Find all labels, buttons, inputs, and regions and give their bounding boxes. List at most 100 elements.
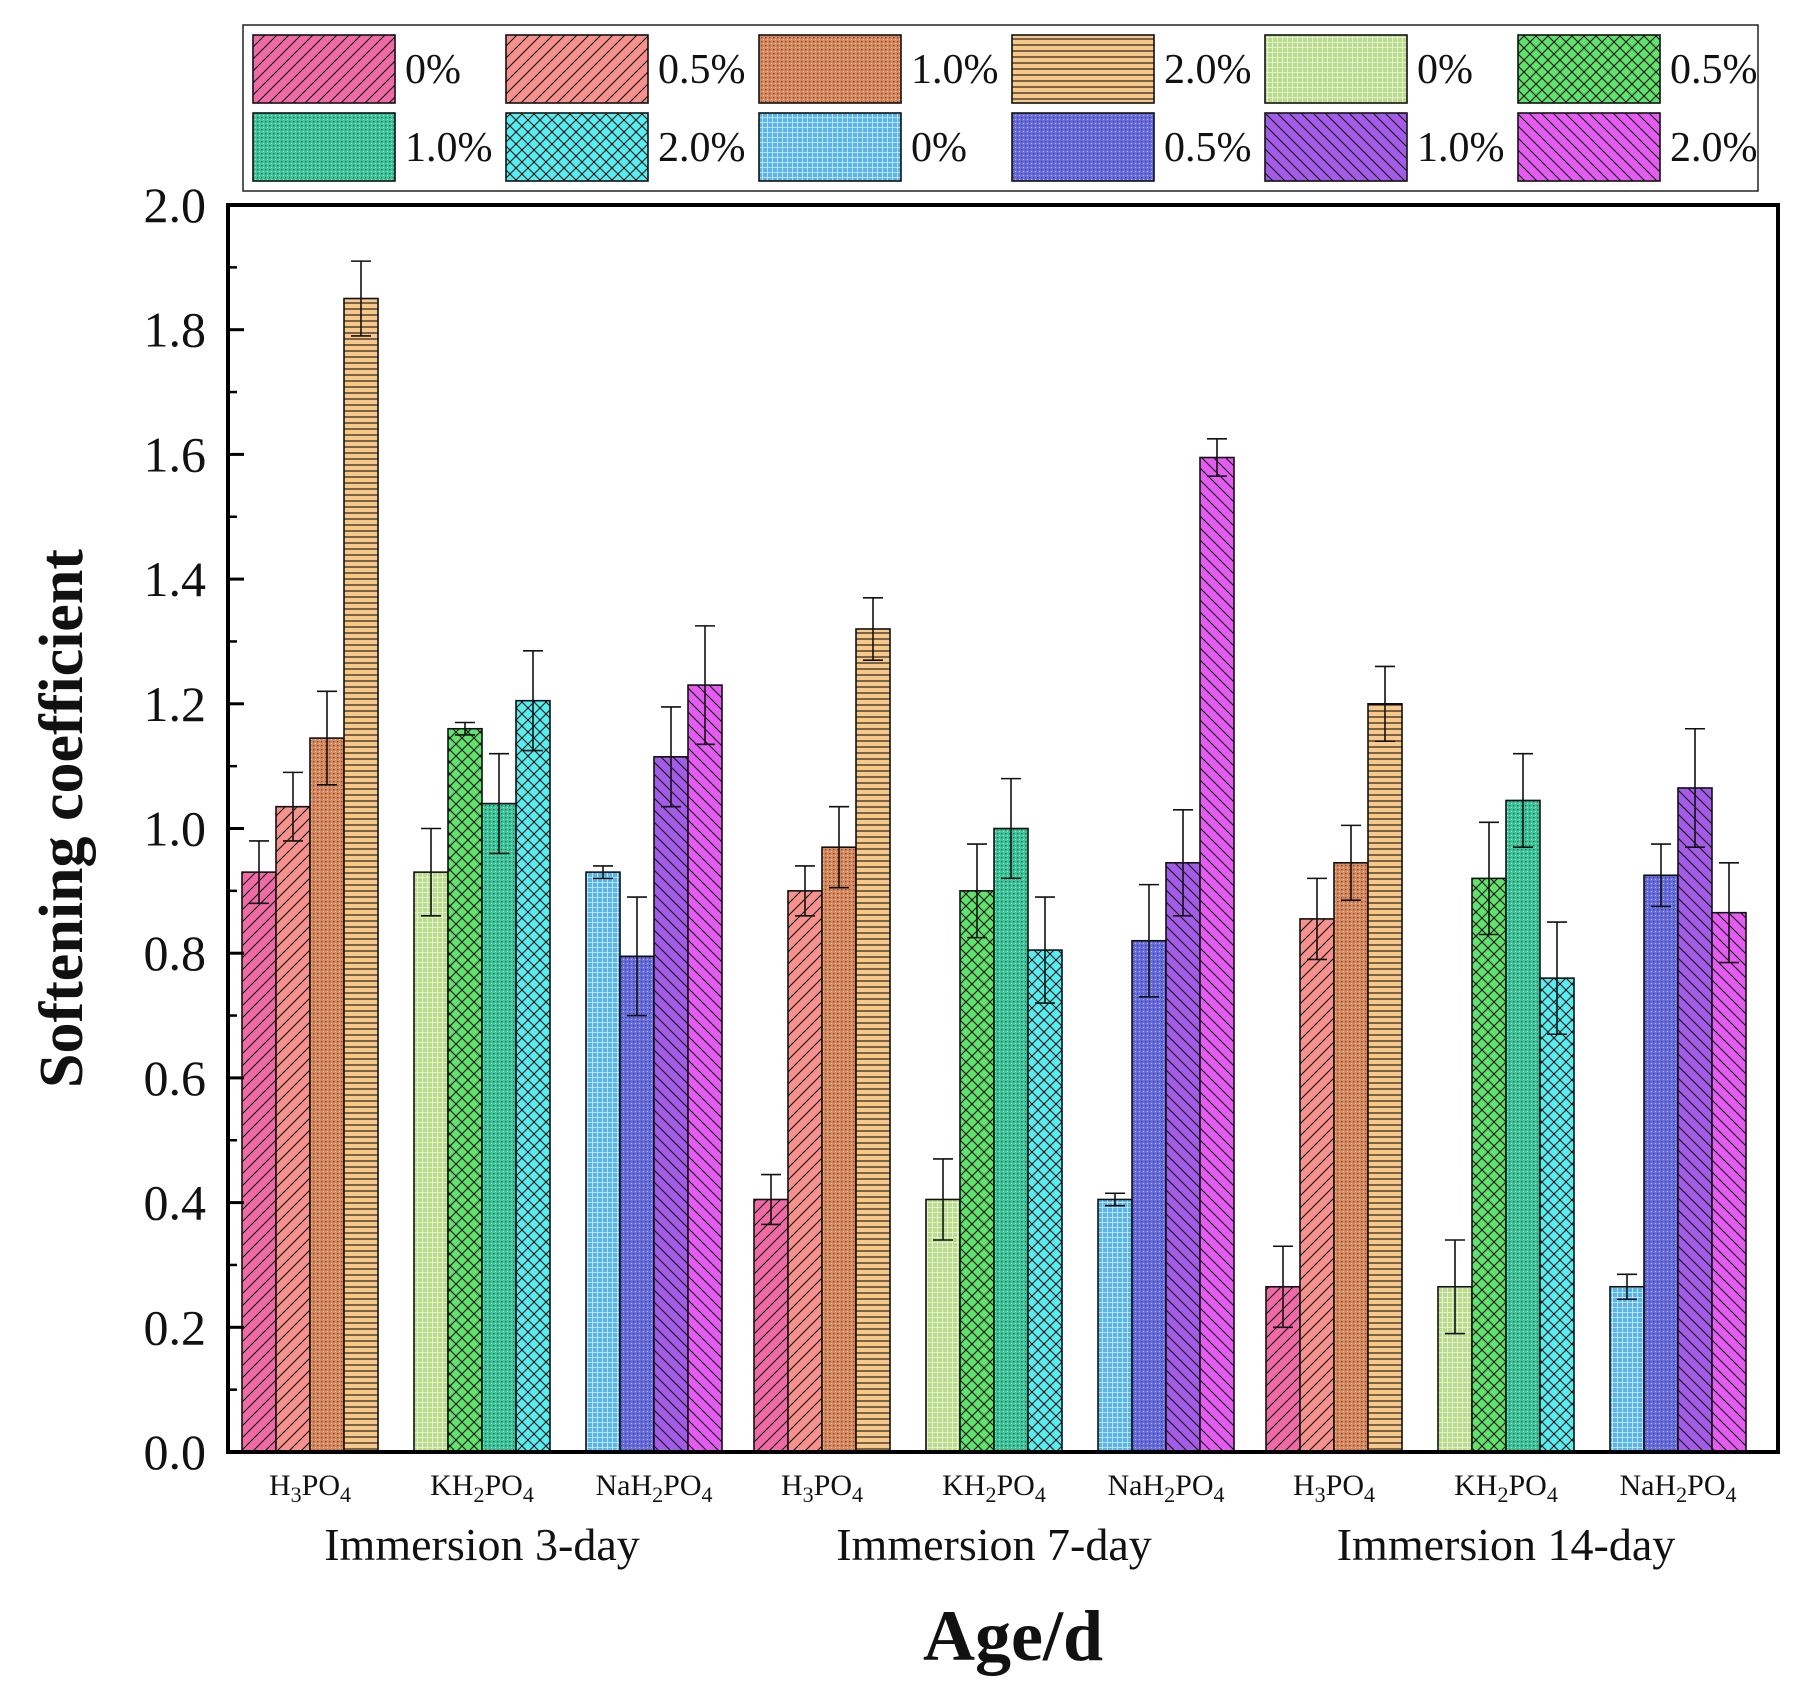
error-bar-1-KH2PO4-1: [421, 827, 441, 917]
bar-2-KH2PO4-2: [959, 890, 995, 1453]
error-bar-3-KH2PO4-1: [1445, 1239, 1465, 1335]
legend-swatch-5: [1264, 34, 1408, 104]
cluster-label-1-H3PO4: H3PO4: [269, 1469, 351, 1507]
legend-swatch-2: [505, 34, 649, 104]
bar-1-H3PO4-3: [309, 737, 345, 1453]
legend-swatch-9: [758, 112, 902, 182]
bar-2-H3PO4-1: [753, 1198, 789, 1453]
legend-label-1: 0%: [405, 47, 461, 93]
error-bar-1-H3PO4-1: [249, 840, 269, 905]
error-bar-2-NaH2PO4-2: [1139, 883, 1159, 998]
bar-3-NaH2PO4-4: [1711, 911, 1747, 1453]
bar-2-H3PO4-2: [787, 890, 823, 1453]
legend-label-5: 0%: [1417, 47, 1473, 93]
bars: [241, 260, 1747, 1453]
bar-3-KH2PO4-4: [1539, 977, 1575, 1453]
y-tick-label-3: 0.6: [144, 1050, 207, 1106]
error-bar-2-H3PO4-1: [761, 1173, 781, 1226]
legend-label-7: 1.0%: [405, 125, 493, 171]
legend-label-9: 0%: [911, 125, 967, 171]
legend-label-8: 2.0%: [658, 125, 746, 171]
legend-box: [242, 24, 1759, 192]
bar-3-KH2PO4-2: [1471, 877, 1507, 1453]
bar-2-NaH2PO4-1: [1097, 1198, 1133, 1453]
period-label-3: Immersion 14-day: [1337, 1519, 1676, 1570]
y-tick-label-1: 0.2: [144, 1299, 207, 1355]
bar-3-H3PO4-2: [1299, 918, 1335, 1453]
error-bar-2-KH2PO4-1: [933, 1158, 953, 1241]
legend-label-10: 0.5%: [1164, 125, 1252, 171]
legend-swatch-8: [505, 112, 649, 182]
y-tick-label-2: 0.4: [144, 1175, 207, 1231]
bar-1-NaH2PO4-2: [619, 955, 655, 1453]
error-bar-3-NaH2PO4-4: [1719, 861, 1739, 964]
error-bar-1-NaH2PO4-2: [627, 896, 647, 1017]
x-axis-title: Age/d: [923, 1596, 1103, 1676]
legend-swatch-4: [1011, 34, 1155, 104]
axes: 0.0 0.2 0.4 0.6 0.8 1.0 1.2 1.4 1.6 1.8 2.0: [144, 177, 1780, 1480]
bar-1-KH2PO4-4: [515, 699, 551, 1453]
cluster-label-2-H3PO4: H3PO4: [781, 1469, 863, 1507]
bar-1-KH2PO4-2: [447, 727, 483, 1453]
y-tick-label-10: 2.0: [144, 177, 207, 233]
error-bar-2-NaH2PO4-1: [1105, 1192, 1125, 1207]
bar-3-NaH2PO4-1: [1609, 1285, 1645, 1453]
error-bar-1-H3PO4-4: [351, 260, 371, 337]
error-bar-3-H3PO4-4: [1375, 665, 1395, 743]
bar-1-NaH2PO4-1: [585, 871, 621, 1453]
legend-label-11: 1.0%: [1417, 125, 1505, 171]
bar-2-NaH2PO4-4: [1199, 456, 1235, 1453]
y-tick-label-0: 0.0: [144, 1424, 207, 1480]
error-bar-1-KH2PO4-2: [455, 721, 475, 736]
y-axis-title: Softening coefficient: [28, 549, 96, 1088]
y-tick-label-5: 1.0: [144, 801, 207, 857]
y-tick-label-7: 1.4: [144, 551, 207, 607]
bar-2-NaH2PO4-2: [1131, 939, 1167, 1453]
bar-3-NaH2PO4-2: [1643, 874, 1679, 1453]
error-bar-1-H3PO4-2: [283, 771, 303, 842]
legend-label-4: 2.0%: [1164, 47, 1252, 93]
y-tick-label-4: 0.8: [144, 925, 207, 981]
bar-3-KH2PO4-3: [1505, 799, 1541, 1453]
bar-3-NaH2PO4-3: [1677, 787, 1713, 1453]
bar-2-NaH2PO4-3: [1165, 861, 1201, 1453]
bar-1-H3PO4-4: [343, 297, 379, 1453]
y-tick-label-8: 1.6: [144, 426, 207, 482]
y-tick-label-6: 1.2: [144, 676, 207, 732]
bar-1-NaH2PO4-3: [653, 755, 689, 1453]
bar-1-KH2PO4-1: [413, 871, 449, 1453]
error-bar-1-KH2PO4-4: [523, 650, 543, 752]
legend-swatch-7: [252, 112, 396, 182]
error-bar-1-KH2PO4-3: [489, 752, 509, 855]
error-bar-1-NaH2PO4-4: [695, 625, 715, 746]
cluster-label-2-NaH2PO4: NaH2PO4: [1107, 1469, 1224, 1507]
bar-1-H3PO4-2: [275, 805, 311, 1453]
bar-2-KH2PO4-3: [993, 827, 1029, 1453]
bar-3-H3PO4-3: [1333, 861, 1369, 1453]
cluster-label-2-KH2PO4: KH2PO4: [942, 1469, 1046, 1507]
cluster-label-3-H3PO4: H3PO4: [1293, 1469, 1375, 1507]
error-bar-3-H3PO4-2: [1307, 877, 1327, 961]
cluster-label-3-NaH2PO4: NaH2PO4: [1619, 1469, 1736, 1507]
legend-swatch-10: [1011, 112, 1155, 182]
error-bar-2-NaH2PO4-4: [1207, 438, 1227, 478]
bar-2-KH2PO4-4: [1027, 949, 1063, 1453]
cluster-label-1-NaH2PO4: NaH2PO4: [595, 1469, 712, 1507]
error-bar-3-KH2PO4-2: [1479, 821, 1499, 936]
error-bar-1-H3PO4-3: [317, 690, 337, 786]
cluster-label-1-KH2PO4: KH2PO4: [430, 1469, 534, 1507]
error-bar-1-NaH2PO4-3: [661, 706, 681, 808]
legend-label-3: 1.0%: [911, 47, 999, 93]
error-bar-2-H3PO4-4: [863, 597, 883, 661]
legend: 0% 0.5% 1.0% 2.0% 0% 0.5% 1.0% 2.0% 0% 0.5% 1.0% 2.…: [242, 24, 1759, 192]
error-bar-1-NaH2PO4-1: [593, 865, 613, 880]
error-bar-2-KH2PO4-3: [1001, 777, 1021, 880]
error-bar-2-NaH2PO4-3: [1173, 808, 1193, 917]
bar-1-H3PO4-1: [241, 871, 277, 1453]
error-bar-2-KH2PO4-4: [1035, 896, 1055, 1004]
error-bar-3-KH2PO4-3: [1513, 752, 1533, 849]
period-label-2: Immersion 7-day: [836, 1519, 1152, 1570]
bar-1-KH2PO4-3: [481, 802, 517, 1453]
cluster-label-3-KH2PO4: KH2PO4: [1454, 1469, 1558, 1507]
